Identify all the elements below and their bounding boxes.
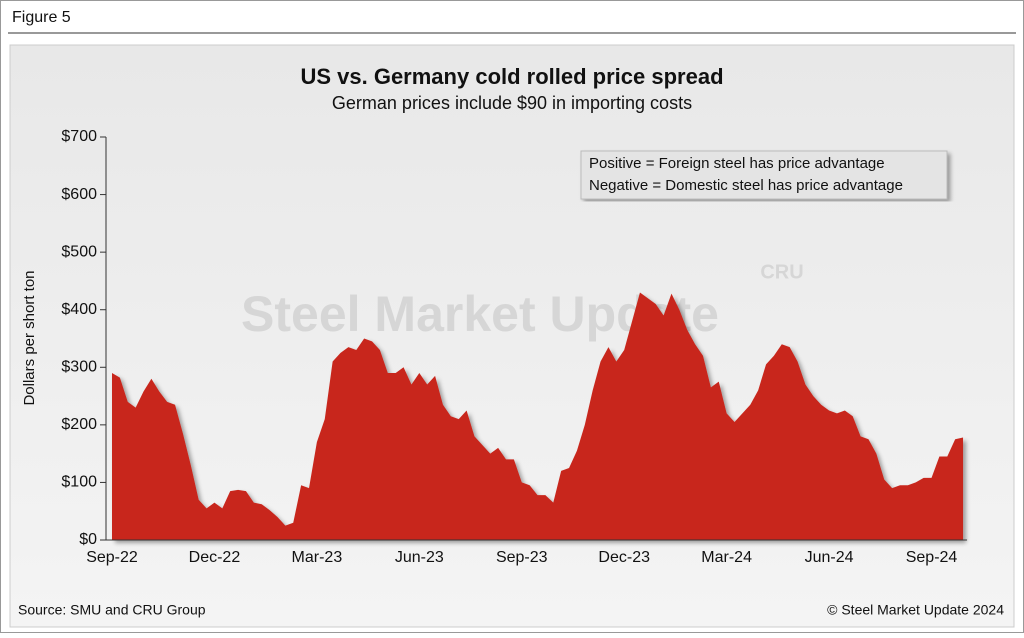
annotation: Positive = Foreign steel has price advan… — [589, 155, 885, 172]
y-tick-label: $400 — [61, 301, 97, 318]
x-tick-label: Jun-24 — [805, 549, 854, 566]
x-tick-label: Dec-22 — [189, 549, 241, 566]
x-tick-label: Mar-24 — [701, 549, 752, 566]
y-tick-label: $700 — [61, 128, 97, 145]
y-tick-label: $500 — [61, 243, 97, 260]
y-axis-label: Dollars per short ton — [21, 270, 38, 405]
y-tick-label: $300 — [61, 359, 97, 376]
x-tick-label: Dec-23 — [598, 549, 650, 566]
area — [112, 292, 964, 540]
source: Source: SMU and CRU Group — [18, 602, 206, 618]
x-tick-label: Mar-23 — [292, 549, 343, 566]
figure-label: Figure 5 — [12, 9, 71, 26]
chart-subtitle: German prices include $90 in importing c… — [332, 93, 692, 113]
y-tick-label: $0 — [79, 531, 97, 548]
x-tick-label: Sep-22 — [86, 549, 138, 566]
legend-box — [580, 150, 948, 200]
x-tick-label: Jun-23 — [395, 549, 444, 566]
x-tick-label: Sep-23 — [496, 549, 548, 566]
chart-title: US vs. Germany cold rolled price spread — [300, 64, 723, 89]
x-tick-label: Sep-24 — [906, 549, 958, 566]
copyright: © Steel Market Update 2024 — [827, 602, 1004, 618]
y-tick-label: $200 — [61, 416, 97, 433]
y-tick-label: $100 — [61, 474, 97, 491]
watermark: CRU — [760, 261, 803, 283]
y-tick-label: $600 — [61, 186, 97, 203]
annotation: Negative = Domestic steel has price adva… — [589, 177, 903, 194]
